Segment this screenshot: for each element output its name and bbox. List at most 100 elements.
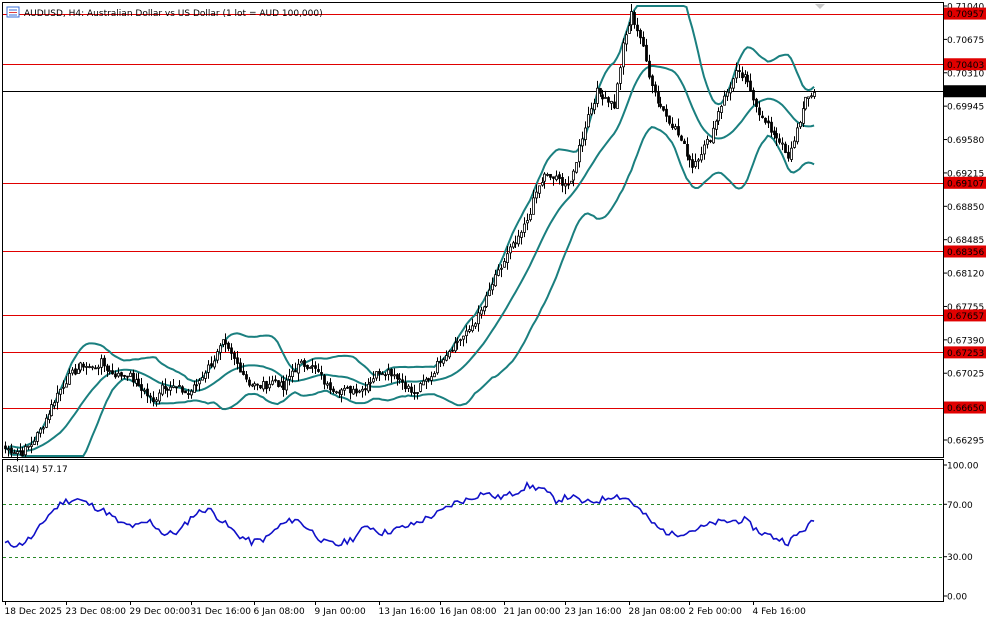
rsi-tick-label: 30.00 xyxy=(947,553,973,563)
candle xyxy=(758,101,761,121)
candle xyxy=(436,357,439,375)
candle-body xyxy=(541,182,544,186)
candle xyxy=(207,360,210,379)
candle xyxy=(268,376,271,392)
candle-body xyxy=(59,388,62,395)
candle-body xyxy=(300,360,303,364)
bollinger-bands-layer xyxy=(4,5,815,457)
candle-body xyxy=(451,349,454,352)
level-price-tag-5-text: 0.67253 xyxy=(947,349,984,359)
candle-body xyxy=(190,390,193,396)
candle-body xyxy=(474,323,477,327)
candle-body xyxy=(282,380,285,390)
candle xyxy=(555,170,558,182)
candle-body xyxy=(755,98,758,107)
time-axis[interactable]: 18 Dec 2025 23 Dec 08:00 29 Dec 00:00 31 De… xyxy=(5,601,807,617)
bollinger-upper-band xyxy=(4,5,815,450)
candle-body xyxy=(343,387,346,391)
candle xyxy=(65,376,68,388)
candle-body xyxy=(436,360,439,374)
candle-body xyxy=(178,385,181,387)
candle xyxy=(677,118,680,138)
candle xyxy=(465,325,468,344)
candle xyxy=(775,127,778,147)
price-axis[interactable]: 0.71040 0.70675 0.70310 0.69945 0.69580 0.692… xyxy=(943,3,986,447)
candle-body xyxy=(703,144,706,155)
candle-body xyxy=(248,379,251,386)
candle-body xyxy=(456,340,459,343)
level-price-tag-6-text: 0.66650 xyxy=(947,404,984,414)
candle-body xyxy=(468,329,471,332)
candle xyxy=(622,38,625,75)
level-price-tag-4-text: 0.67657 xyxy=(947,312,984,322)
candle xyxy=(294,362,297,373)
candle xyxy=(778,133,781,145)
candle xyxy=(427,377,430,383)
candle xyxy=(39,427,42,438)
candle-body xyxy=(688,155,691,161)
candle xyxy=(198,378,201,392)
candle-body xyxy=(549,173,552,178)
candle-body xyxy=(523,223,526,233)
candle xyxy=(694,153,697,169)
candle-body xyxy=(619,67,622,84)
candle xyxy=(503,257,506,268)
candle xyxy=(239,358,242,373)
current-price-tag: 0.70108 xyxy=(944,85,986,98)
candle-body xyxy=(767,120,770,124)
candle xyxy=(42,426,45,434)
candle-body xyxy=(285,379,288,391)
candle-body xyxy=(677,126,680,136)
candle xyxy=(715,119,718,136)
candle xyxy=(712,121,715,144)
candle xyxy=(184,390,187,394)
level-price-tag-1-bg xyxy=(944,58,986,71)
candle-body xyxy=(27,445,30,448)
candle-body xyxy=(74,368,77,375)
candle-body xyxy=(201,377,204,381)
candle xyxy=(364,382,367,396)
candle-body xyxy=(120,372,123,377)
candle xyxy=(277,380,280,388)
candle xyxy=(372,371,375,384)
candle xyxy=(628,21,631,34)
candle-body xyxy=(314,365,317,369)
candle xyxy=(807,96,810,107)
time-tick-label: 13 Jan 16:00 xyxy=(379,607,436,617)
candle xyxy=(813,88,816,99)
price-tick-label: 0.68120 xyxy=(947,270,984,280)
chart-header: AUDUSD, H4: Australian Dollar vs US Doll… xyxy=(6,4,825,19)
candle-body xyxy=(181,386,184,393)
price-tick-label: 0.69215 xyxy=(947,169,984,179)
candle xyxy=(419,382,422,393)
chart-type-icon[interactable] xyxy=(6,6,20,18)
candle xyxy=(804,96,807,111)
candle xyxy=(103,355,106,372)
candlesticks-layer xyxy=(4,4,816,462)
candle xyxy=(10,443,13,458)
candle xyxy=(204,370,207,383)
candle-body xyxy=(471,325,474,332)
candle-body xyxy=(126,375,129,378)
candle-body xyxy=(367,383,370,392)
candle-body xyxy=(372,378,375,383)
collapse-arrow-icon[interactable] xyxy=(815,4,825,9)
candle-body xyxy=(552,176,555,179)
candle-body xyxy=(13,452,16,455)
candle xyxy=(149,392,152,404)
candle-body xyxy=(778,138,781,143)
candle xyxy=(97,364,100,376)
candle-body xyxy=(36,432,39,442)
candle xyxy=(596,80,599,108)
candle xyxy=(213,355,216,370)
candle xyxy=(625,30,628,52)
candle-body xyxy=(94,367,97,370)
candle xyxy=(483,305,486,315)
price-tick-label: 0.67755 xyxy=(947,303,984,313)
candle-body xyxy=(45,417,48,428)
candle xyxy=(630,4,633,31)
candle-body xyxy=(625,34,628,45)
candle xyxy=(224,333,227,353)
candle xyxy=(659,96,662,109)
